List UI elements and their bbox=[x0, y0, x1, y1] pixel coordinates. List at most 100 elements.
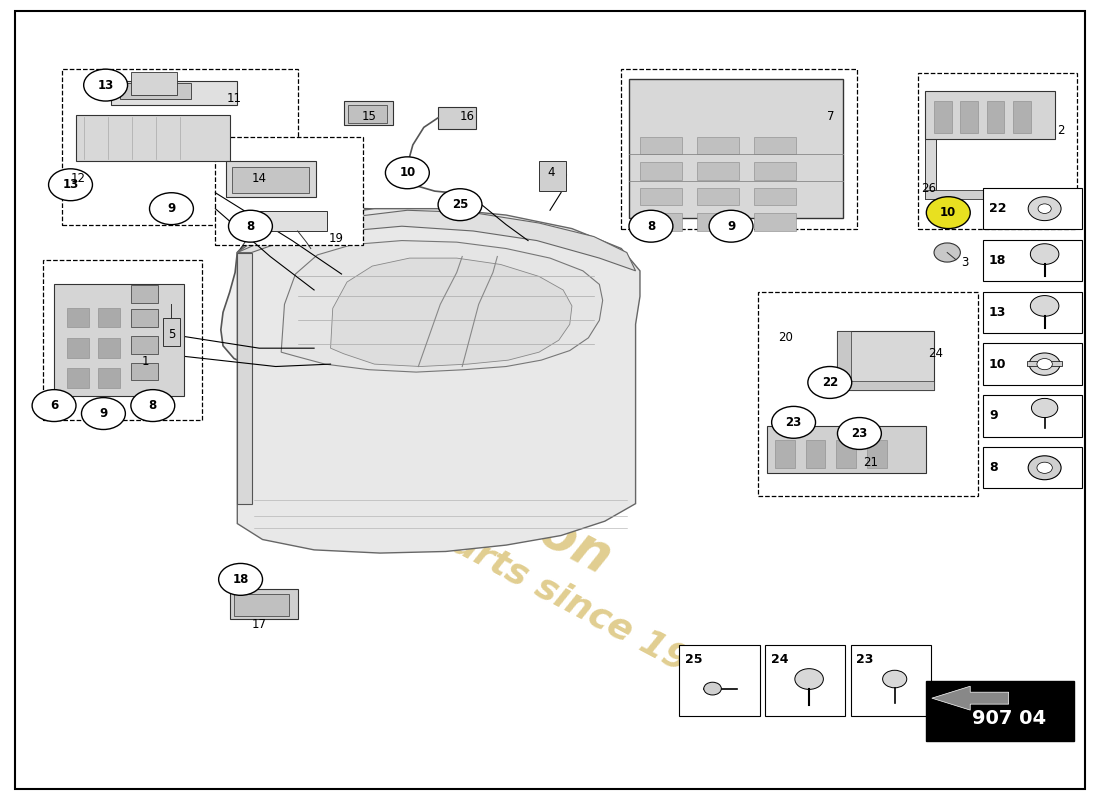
Text: 24: 24 bbox=[770, 653, 788, 666]
FancyBboxPatch shape bbox=[98, 338, 120, 358]
FancyBboxPatch shape bbox=[163, 318, 180, 346]
FancyBboxPatch shape bbox=[867, 440, 887, 468]
FancyBboxPatch shape bbox=[131, 71, 177, 95]
Circle shape bbox=[1028, 456, 1062, 480]
Circle shape bbox=[882, 670, 906, 688]
FancyBboxPatch shape bbox=[216, 137, 363, 245]
Text: 19: 19 bbox=[329, 232, 343, 245]
Text: 9: 9 bbox=[167, 202, 176, 215]
Text: 9: 9 bbox=[99, 407, 108, 420]
Circle shape bbox=[48, 169, 92, 201]
Circle shape bbox=[150, 193, 194, 225]
Circle shape bbox=[84, 69, 128, 101]
Circle shape bbox=[926, 197, 970, 229]
Text: 13: 13 bbox=[98, 78, 113, 91]
FancyBboxPatch shape bbox=[98, 368, 120, 388]
Text: 3: 3 bbox=[961, 256, 969, 270]
Polygon shape bbox=[238, 210, 636, 271]
Text: 8: 8 bbox=[647, 220, 656, 233]
Text: 15: 15 bbox=[361, 110, 376, 123]
FancyBboxPatch shape bbox=[131, 286, 158, 302]
Text: 1: 1 bbox=[142, 355, 150, 368]
FancyBboxPatch shape bbox=[640, 214, 682, 231]
Circle shape bbox=[385, 157, 429, 189]
FancyBboxPatch shape bbox=[629, 78, 843, 218]
FancyBboxPatch shape bbox=[1027, 361, 1063, 366]
Circle shape bbox=[704, 682, 722, 695]
FancyBboxPatch shape bbox=[837, 330, 850, 390]
Polygon shape bbox=[238, 253, 252, 504]
FancyBboxPatch shape bbox=[539, 161, 566, 191]
Text: 22: 22 bbox=[989, 202, 1006, 215]
FancyBboxPatch shape bbox=[934, 101, 952, 133]
Text: 23: 23 bbox=[856, 653, 873, 666]
FancyBboxPatch shape bbox=[621, 69, 857, 229]
FancyBboxPatch shape bbox=[697, 162, 739, 180]
Circle shape bbox=[710, 210, 754, 242]
FancyBboxPatch shape bbox=[917, 73, 1077, 229]
FancyBboxPatch shape bbox=[230, 589, 298, 619]
Text: 12: 12 bbox=[70, 172, 86, 185]
FancyBboxPatch shape bbox=[111, 81, 238, 105]
FancyBboxPatch shape bbox=[697, 137, 739, 154]
Text: 21: 21 bbox=[862, 456, 878, 469]
Text: 26: 26 bbox=[921, 182, 936, 195]
FancyBboxPatch shape bbox=[697, 214, 739, 231]
Text: 13: 13 bbox=[989, 306, 1006, 319]
Text: 20: 20 bbox=[778, 331, 793, 344]
Text: 11: 11 bbox=[227, 92, 241, 105]
Circle shape bbox=[1037, 462, 1053, 474]
FancyBboxPatch shape bbox=[837, 381, 934, 390]
Text: 23: 23 bbox=[785, 416, 802, 429]
FancyBboxPatch shape bbox=[98, 307, 120, 327]
Text: 9: 9 bbox=[727, 220, 735, 233]
FancyBboxPatch shape bbox=[640, 137, 682, 154]
FancyBboxPatch shape bbox=[348, 105, 386, 122]
FancyBboxPatch shape bbox=[926, 682, 1075, 742]
FancyBboxPatch shape bbox=[983, 395, 1082, 437]
FancyBboxPatch shape bbox=[67, 307, 89, 327]
Circle shape bbox=[1031, 295, 1059, 316]
FancyBboxPatch shape bbox=[755, 188, 795, 206]
FancyBboxPatch shape bbox=[755, 137, 795, 154]
Text: 9: 9 bbox=[989, 410, 998, 422]
FancyBboxPatch shape bbox=[343, 101, 393, 125]
Circle shape bbox=[795, 669, 824, 690]
Text: 22: 22 bbox=[822, 376, 838, 389]
FancyBboxPatch shape bbox=[767, 426, 926, 474]
Circle shape bbox=[1038, 204, 1052, 214]
FancyBboxPatch shape bbox=[925, 190, 1019, 199]
Text: 2: 2 bbox=[1057, 124, 1065, 137]
FancyBboxPatch shape bbox=[245, 211, 328, 231]
Circle shape bbox=[32, 390, 76, 422]
FancyBboxPatch shape bbox=[987, 101, 1004, 133]
FancyBboxPatch shape bbox=[67, 338, 89, 358]
Circle shape bbox=[219, 563, 263, 595]
FancyBboxPatch shape bbox=[850, 645, 931, 717]
FancyBboxPatch shape bbox=[983, 291, 1082, 333]
FancyBboxPatch shape bbox=[67, 368, 89, 388]
FancyBboxPatch shape bbox=[755, 162, 795, 180]
Text: a passion: a passion bbox=[348, 406, 620, 585]
FancyBboxPatch shape bbox=[62, 69, 298, 225]
Text: 25: 25 bbox=[452, 198, 469, 211]
Polygon shape bbox=[282, 241, 603, 372]
FancyBboxPatch shape bbox=[925, 90, 1055, 138]
Polygon shape bbox=[221, 209, 636, 378]
Text: 8: 8 bbox=[246, 220, 254, 233]
FancyBboxPatch shape bbox=[76, 114, 230, 161]
FancyBboxPatch shape bbox=[697, 188, 739, 206]
Circle shape bbox=[229, 210, 273, 242]
FancyBboxPatch shape bbox=[759, 292, 978, 496]
FancyBboxPatch shape bbox=[234, 594, 289, 616]
Text: 6: 6 bbox=[50, 399, 58, 412]
Text: 17: 17 bbox=[252, 618, 266, 631]
Polygon shape bbox=[331, 258, 572, 366]
FancyBboxPatch shape bbox=[232, 167, 309, 193]
Text: 10: 10 bbox=[399, 166, 416, 179]
FancyBboxPatch shape bbox=[755, 214, 795, 231]
Circle shape bbox=[131, 390, 175, 422]
FancyBboxPatch shape bbox=[983, 447, 1082, 489]
Circle shape bbox=[1032, 398, 1058, 418]
Text: 4: 4 bbox=[548, 166, 556, 179]
